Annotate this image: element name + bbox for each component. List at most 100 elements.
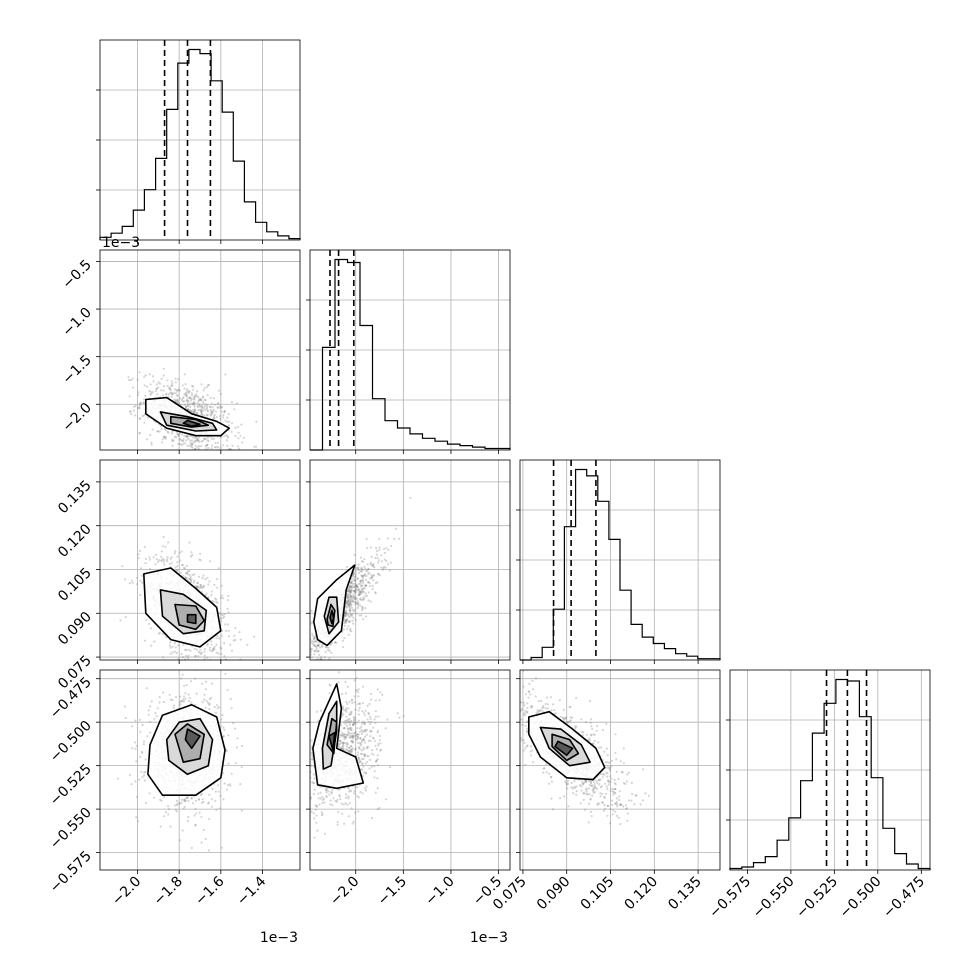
panel-0-1-scatter-point (208, 405, 212, 408)
panel-1-2-scatter-point (316, 644, 319, 647)
panel-0-2-scatter-point (189, 579, 192, 582)
panel-1-3-scatter-point (348, 802, 351, 805)
panel-2-3-scatter-point (620, 803, 623, 807)
panel-1-2-scatter-point (349, 610, 352, 613)
panel-1-2-scatter-point (317, 649, 320, 653)
panel-1-3-scatter-point (361, 762, 364, 765)
panel-1-3-scatter-point (361, 702, 364, 705)
panel-1-2-scatter-point (317, 658, 320, 660)
panel-0-2-scatter-point (164, 545, 167, 548)
panel-2-3-scatter-point (610, 759, 613, 762)
panel-1-2-scatter-point (409, 496, 412, 499)
panel-0-1-scatter-point (201, 455, 203, 457)
panel-0-1-scatter-point (176, 432, 179, 436)
panel-0-1-scatter-point (206, 384, 210, 387)
panel-0-1-scatter-point (151, 476, 153, 478)
panel-0-1-scatter-point (136, 378, 139, 381)
panel-0-1-scatter-point (203, 437, 207, 440)
panel-0-1-scatter-point (174, 381, 177, 384)
panel-1-3-scatter-point (319, 797, 322, 800)
panel-1-3-scatter-point (348, 746, 351, 749)
panel-2-3-scatter-point (523, 704, 526, 707)
panel-0-1-scatter-point (171, 444, 174, 447)
panel-0-2-scatter-point (194, 655, 197, 658)
panel-0-1-scatter-point (209, 413, 212, 416)
panel-1-3-scatter-point (357, 746, 360, 749)
panel-0-1-scatter-point (228, 469, 230, 471)
panel-1-2-scatter-point (349, 609, 352, 612)
panel-1-3-scatter-point (349, 726, 352, 729)
panel-1-2-scatter-point (354, 590, 357, 594)
panel-0-3-scatter-point (187, 799, 190, 803)
panel-0-3-scatter-point (124, 716, 127, 720)
panel-0-1-scatter-point (202, 451, 204, 453)
panel-0-1-scatter-point (175, 388, 178, 391)
panel-1-3-scatter-point (351, 735, 354, 738)
panel-1-2-scatter-point (363, 565, 366, 569)
panel-0-1-scatter-point (226, 435, 229, 438)
panel-1-2-scatter-point (367, 591, 370, 594)
panel-1-3-scatter-point (353, 719, 356, 722)
panel-1-3-scatter-point (329, 799, 332, 802)
panel-1-3-scatter-point (358, 706, 361, 710)
panel-1-3-scatter-point (376, 764, 379, 767)
panel-2-3-scatter-point (599, 795, 602, 798)
panel-0-1-scatter-point (223, 409, 226, 413)
panel-1-2-scatter-point (367, 581, 370, 584)
panel-0-3-scatter-point (219, 725, 222, 728)
panel-0-2-scatter-point (199, 552, 202, 556)
panel-0-1-scatter-point (174, 392, 177, 395)
panel-1-2-scatter-point (349, 600, 352, 603)
panel-1-2-scatter-point (347, 614, 350, 617)
panel-2-3-scatter-point (493, 699, 495, 701)
panel-2-3-scatter-point (531, 679, 534, 682)
panel-1-2-scatter-point (346, 595, 349, 598)
panel-0-1-scatter-point (138, 407, 141, 410)
panel-1-2-scatter-point (352, 582, 355, 585)
panel-1-3-scatter-point (354, 730, 357, 733)
panel-1-2-scatter-point (363, 574, 366, 577)
panel-1-2-scatter-point (357, 582, 360, 586)
panel-0-1-scatter-point (227, 413, 230, 416)
panel-0-1-scatter-point (205, 386, 209, 389)
panel-0-1-scatter-point (197, 396, 200, 399)
panel-1-3-scatter-point (344, 796, 347, 799)
panel-1-3-scatter-point (341, 693, 344, 696)
panel-1-2-scatter-point (354, 590, 357, 593)
panel-0-1-scatter-point (200, 411, 203, 414)
panel-2-3-scatter-point (615, 800, 618, 804)
panel-0-1-scatter-point (129, 379, 133, 382)
panel-1-3-scatter-point (349, 750, 352, 753)
panel-1-2-scatter-point (362, 587, 365, 590)
panel-0-2-scatter-point (166, 560, 169, 563)
panel-1-2-scatter-point (369, 577, 372, 580)
panel-1-2-scatter-point (351, 575, 354, 578)
panel-0-3-scatter-point (185, 684, 188, 687)
panel-0-1-scatter-point (158, 382, 162, 385)
panel-0-3-scatter-point (217, 790, 220, 793)
panel-1-2-scatter-point (347, 605, 350, 608)
panel-0-1-scatter-point (226, 436, 229, 439)
panel-1-3-scatter-point (337, 671, 340, 674)
panel-0-2-scatter-point (145, 618, 148, 622)
panel-1-2-scatter-point (315, 658, 318, 660)
panel-0-2-scatter-point (176, 569, 179, 572)
panel-1-3-scatter-point (358, 703, 361, 706)
panel-1-2-scatter-point (328, 657, 331, 660)
panel-1-2-scatter-point (315, 640, 318, 643)
panel-1-3-scatter-point (337, 810, 340, 814)
panel-1-3-scatter-point (357, 691, 360, 694)
panel-1-2-scatter-point (367, 572, 370, 576)
panel-1-2-scatter-point (350, 604, 353, 607)
panel-0-3-scatter-point (147, 713, 150, 716)
panel-1-2-scatter-point (345, 606, 348, 609)
panel-1-3-scatter-point (341, 705, 345, 708)
panel-0-1-scatter-point (133, 405, 136, 408)
panel-1-2-scatter-point (352, 600, 355, 603)
panel-1-3-scatter-point (339, 739, 342, 743)
panel-1-3-scatter-point (329, 684, 332, 687)
panel-0-2-scatter-point (219, 596, 222, 600)
panel-1-2-scatter-point (345, 618, 348, 622)
panel-0-1-scatter-point (127, 376, 130, 379)
panel-0-2-scatter-point (189, 649, 192, 652)
